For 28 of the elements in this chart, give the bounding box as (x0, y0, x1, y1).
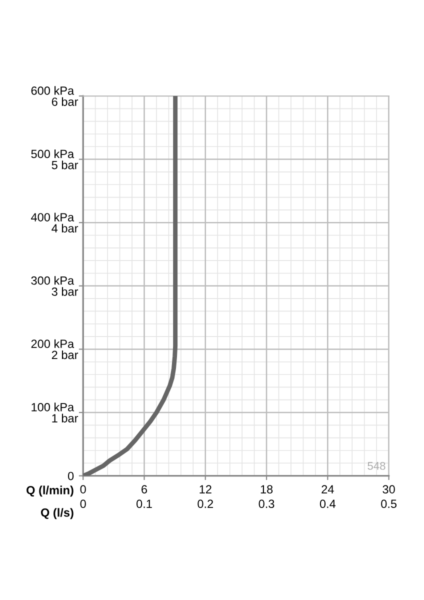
y-tick-label: 100 kPa (32, 402, 74, 412)
y-tick-label: 0 (68, 472, 74, 480)
y-tick-label: 400 kPa (31, 212, 74, 222)
y-tick-label: 500 kPa (31, 149, 74, 158)
y2-tick-label: 6 bar (52, 97, 78, 106)
y2-tick-label: 3 bar (52, 287, 78, 296)
x-tick-label: 12 (200, 485, 212, 494)
y2-tick-label: 5 bar (52, 160, 78, 170)
y-tick-label: 200 kPa (31, 339, 74, 348)
x-tick-label: 24 (322, 485, 334, 494)
x-axis-title: Q (l/min) (26, 486, 74, 497)
x-tick-label: 0 (80, 485, 86, 494)
annotation: 548 (368, 462, 386, 470)
y2-tick-label: 2 bar (52, 350, 78, 360)
x2-tick-label: 0 (80, 500, 86, 508)
x2-tick-label: 0.1 (136, 500, 152, 508)
x2-tick-label: 0.5 (381, 500, 397, 508)
y2-tick-label: 4 bar (52, 224, 78, 233)
x-tick-label: 18 (260, 485, 273, 494)
x-tick-label: 6 (142, 485, 148, 494)
x-tick-label: 30 (382, 485, 395, 494)
y2-tick-label: 1 bar (52, 414, 78, 422)
x2-axis-title: Q (l/s) (40, 508, 74, 520)
x2-tick-label: 0.3 (258, 500, 274, 508)
x2-tick-label: 0.2 (198, 500, 213, 508)
y-tick-label: 600 kPa (31, 86, 74, 95)
x2-tick-label: 0.4 (320, 500, 336, 508)
y-tick-label: 300 kPa (31, 276, 74, 285)
